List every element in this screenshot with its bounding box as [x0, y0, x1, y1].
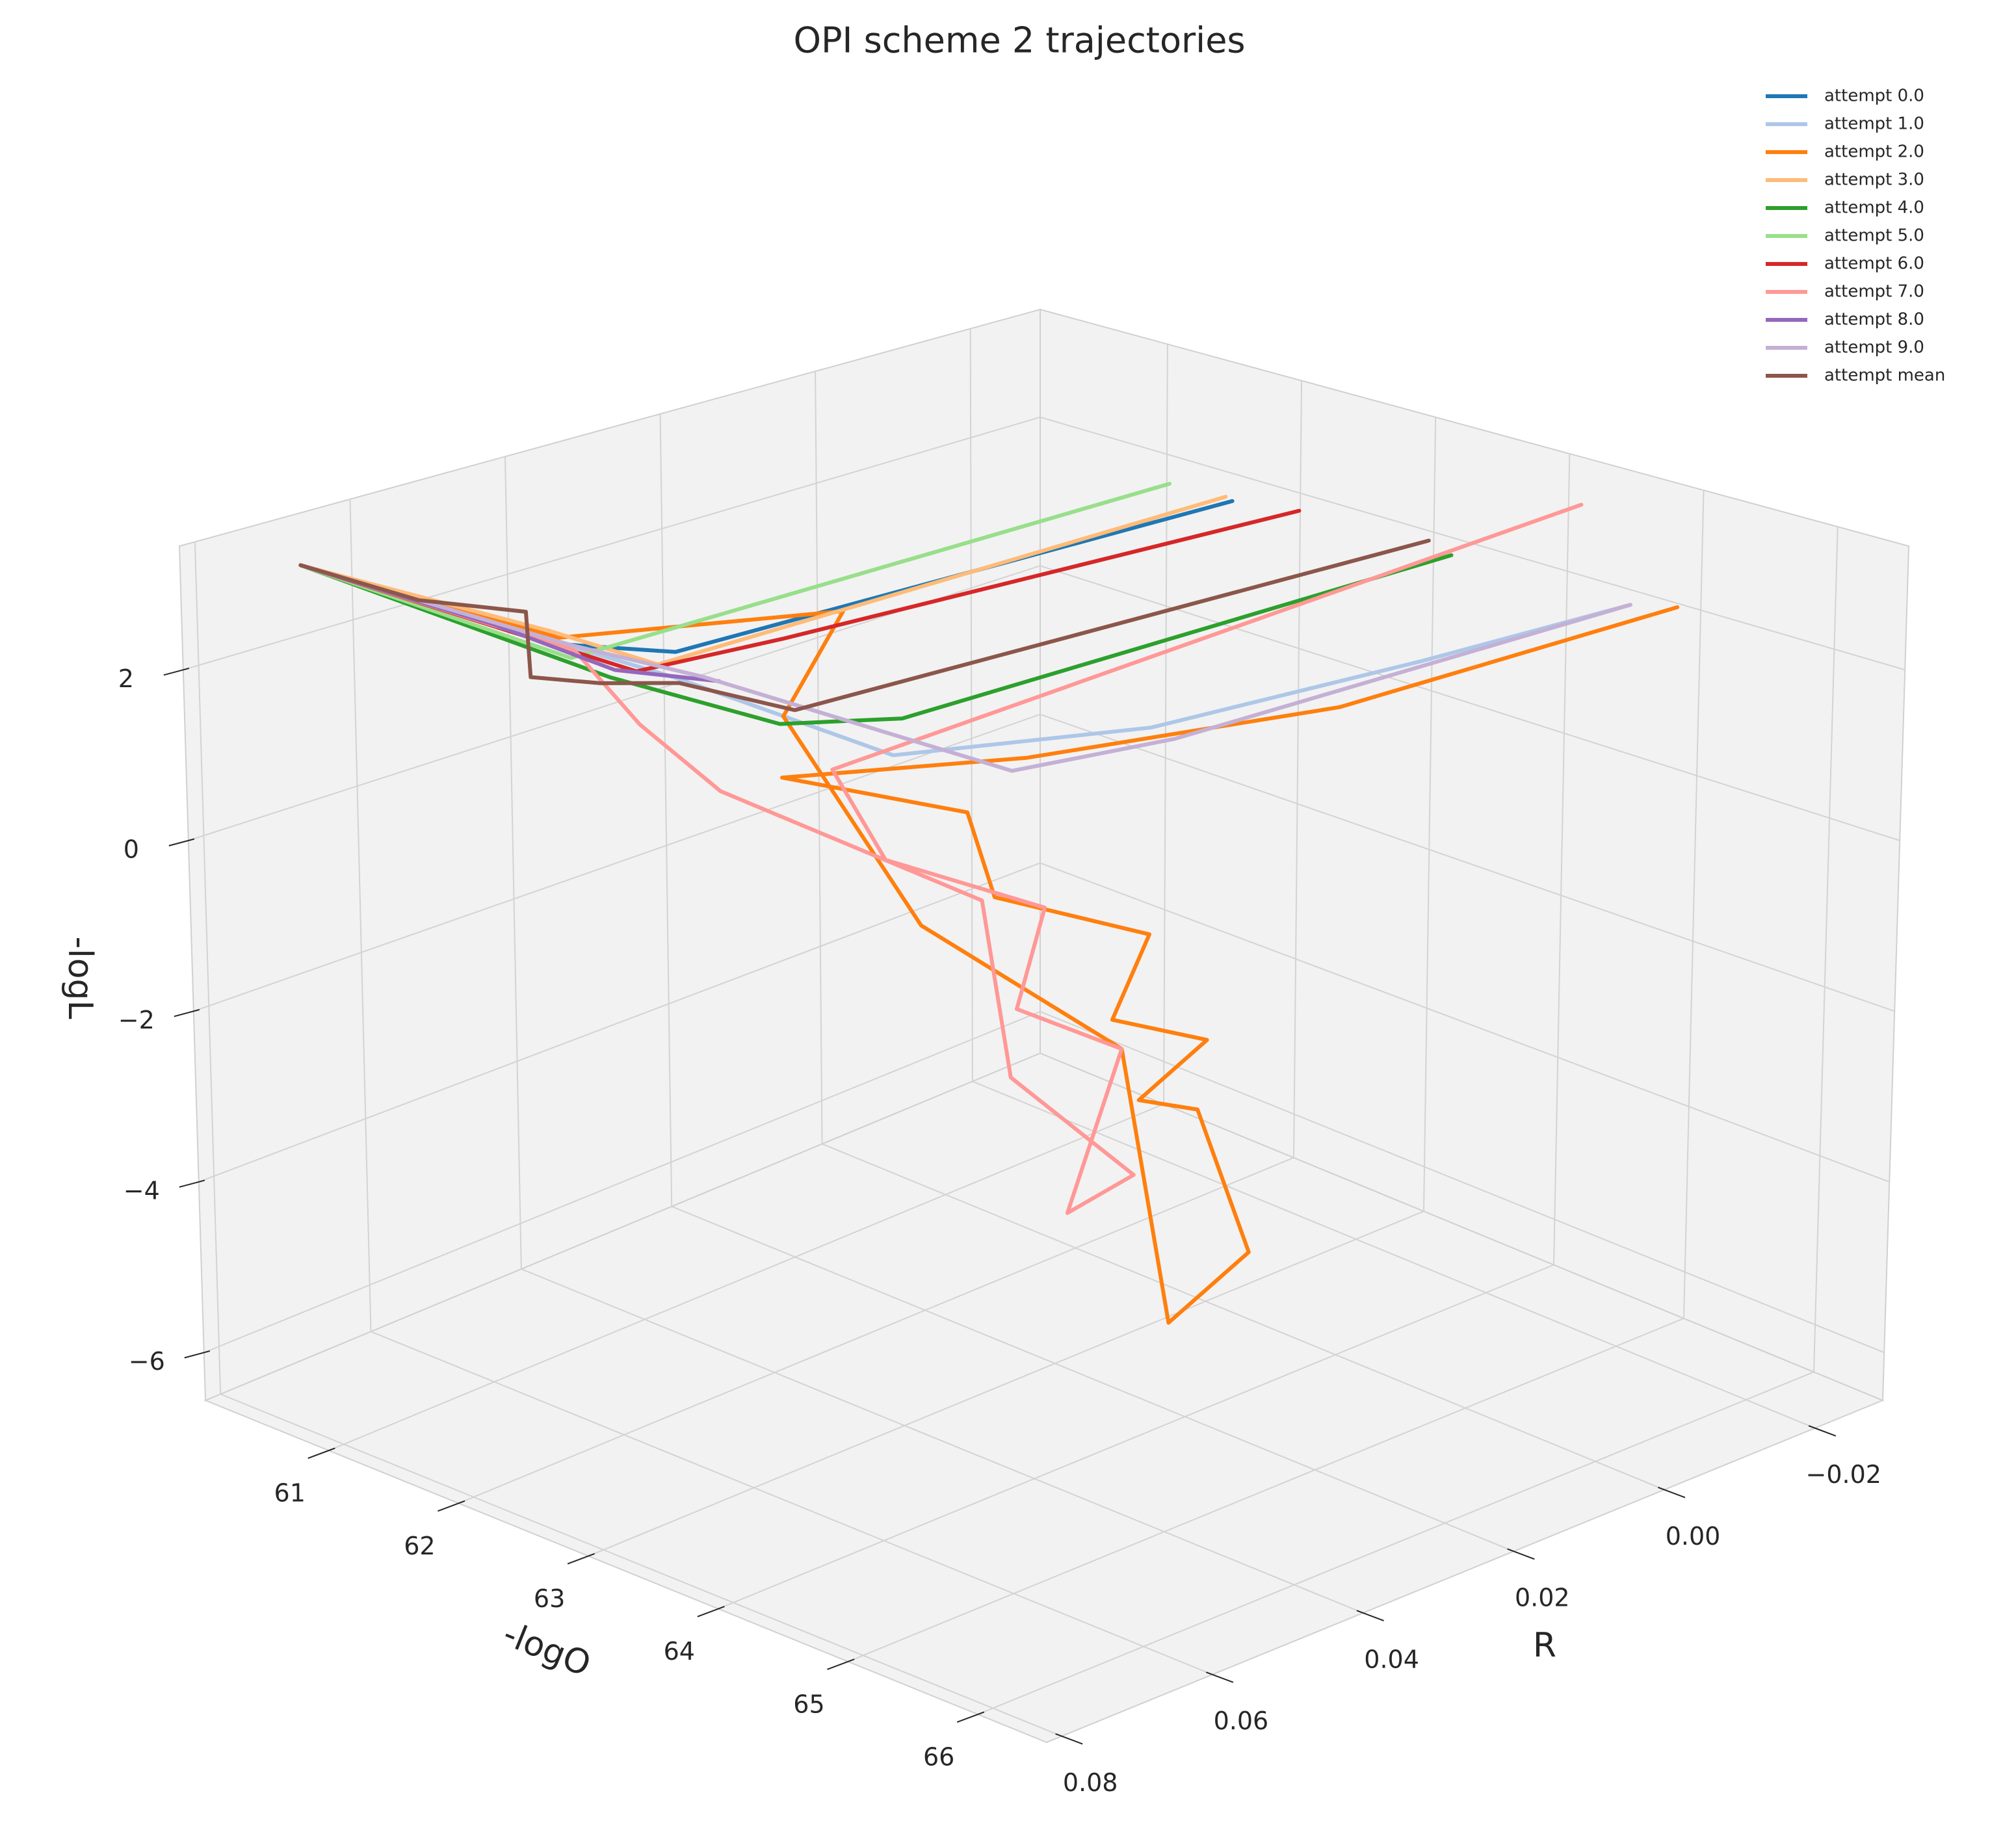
- legend-label: attempt 6.0: [1824, 254, 1924, 274]
- legend-label: attempt 1.0: [1824, 114, 1924, 134]
- grid-line: [1553, 453, 1571, 1265]
- y-tick-label: 62: [404, 1532, 435, 1560]
- grid-line: [822, 1143, 1665, 1491]
- grid-line: [1040, 713, 1895, 1012]
- grid-line: [203, 1011, 1041, 1354]
- legend-label: attempt 9.0: [1824, 338, 1924, 358]
- axes: −0.02 0.00 0.02 0.04 0.06 0.08 61 62 63 64 65 66 −6 −…: [118, 664, 1881, 1797]
- grid-line: [198, 862, 1041, 1183]
- y-tick-label: 63: [534, 1584, 565, 1613]
- trajectory-line: [298, 563, 1632, 773]
- grid-line: [1040, 565, 1900, 841]
- y-tick-label: 64: [664, 1637, 695, 1666]
- grid-line: [1683, 490, 1705, 1318]
- grid-line: [977, 1371, 1814, 1715]
- tick-mark: [1205, 1671, 1234, 1683]
- trajectory-line: [298, 503, 1584, 1215]
- right-pane: [1040, 308, 1910, 1402]
- tick-mark: [697, 1606, 725, 1618]
- tick-mark: [1356, 1610, 1384, 1621]
- panes: [178, 308, 1910, 1744]
- tick-mark: [174, 1009, 200, 1017]
- tick-mark: [163, 667, 190, 676]
- grid-line: [220, 1393, 1062, 1737]
- tick-mark: [1055, 1733, 1083, 1745]
- z-tick-label: −4: [124, 1176, 160, 1205]
- x-tick-label: 0.06: [1214, 1707, 1269, 1735]
- legend: attempt 0.0 attempt 1.0 attempt 2.0 attempt…: [1766, 86, 1945, 386]
- x-axis-label: R: [1533, 1626, 1556, 1665]
- trajectory-line: [298, 563, 1632, 757]
- tick-mark: [956, 1711, 985, 1723]
- grid-line: [718, 1264, 1554, 1610]
- grid-line: [588, 1211, 1424, 1557]
- legend-label: attempt 7.0: [1824, 282, 1924, 302]
- grid-line: [328, 1103, 1164, 1452]
- legend-label: attempt 5.0: [1824, 226, 1924, 246]
- grid-line: [1040, 1011, 1885, 1354]
- y-axis-label: -logO: [497, 1614, 596, 1684]
- y-tick-label: 61: [274, 1479, 306, 1508]
- plot-lines: [298, 482, 1680, 1325]
- trajectory-line: [298, 538, 1431, 713]
- legend-label: attempt 4.0: [1824, 198, 1924, 218]
- z-tick-label: −6: [129, 1347, 165, 1376]
- legend-label: attempt 3.0: [1824, 170, 1924, 190]
- z-tick-label: −2: [118, 1006, 155, 1034]
- z-axis-label: -logL: [60, 936, 99, 1019]
- trajectory-line: [298, 553, 1454, 726]
- grid-line: [194, 542, 222, 1395]
- tick-mark: [179, 1179, 205, 1188]
- x-tick-label: 0.08: [1063, 1768, 1118, 1797]
- grid-line: [1423, 417, 1437, 1212]
- y-tick-label: 65: [793, 1690, 824, 1718]
- z-tick-label: 0: [124, 835, 139, 863]
- x-tick-label: −0.02: [1806, 1460, 1881, 1489]
- tick-mark: [827, 1658, 855, 1670]
- grid-line: [193, 713, 1041, 1012]
- tick-mark: [168, 838, 195, 846]
- grid-line: [371, 1331, 1213, 1675]
- grid-line: [848, 1317, 1684, 1662]
- z-tick-label: 2: [118, 664, 134, 693]
- grid-line: [458, 1157, 1294, 1504]
- chart-title: OPI scheme 2 trajectories: [793, 20, 1245, 61]
- trajectory-line: [298, 563, 1680, 1325]
- legend-label: attempt mean: [1824, 366, 1945, 386]
- grid-line: [1040, 862, 1890, 1183]
- x-tick-label: 0.04: [1364, 1645, 1419, 1673]
- trajectory-line: [298, 482, 1172, 661]
- grid-line: [972, 1081, 1816, 1429]
- tick-mark: [1658, 1486, 1686, 1499]
- grid: [183, 328, 1905, 1737]
- tick-mark: [308, 1447, 335, 1460]
- grid-line: [659, 413, 673, 1207]
- tick-mark: [184, 1350, 211, 1359]
- grid-line: [521, 1268, 1363, 1614]
- tick-mark: [438, 1500, 465, 1512]
- grid-line: [349, 499, 372, 1332]
- y-tick-label: 66: [923, 1742, 954, 1771]
- tick-mark: [567, 1552, 596, 1565]
- grid-line: [504, 456, 522, 1269]
- grid-line: [183, 416, 1041, 671]
- tick-mark: [1507, 1548, 1535, 1560]
- grid-line: [1813, 527, 1839, 1372]
- grid-line: [815, 371, 823, 1144]
- x-tick-label: 0.02: [1515, 1584, 1570, 1612]
- legend-label: attempt 8.0: [1824, 310, 1924, 330]
- legend-label: attempt 0.0: [1824, 86, 1924, 106]
- x-tick-label: 0.00: [1666, 1522, 1721, 1551]
- tick-mark: [1808, 1425, 1837, 1437]
- legend-label: attempt 2.0: [1824, 142, 1924, 162]
- grid-line: [671, 1205, 1514, 1552]
